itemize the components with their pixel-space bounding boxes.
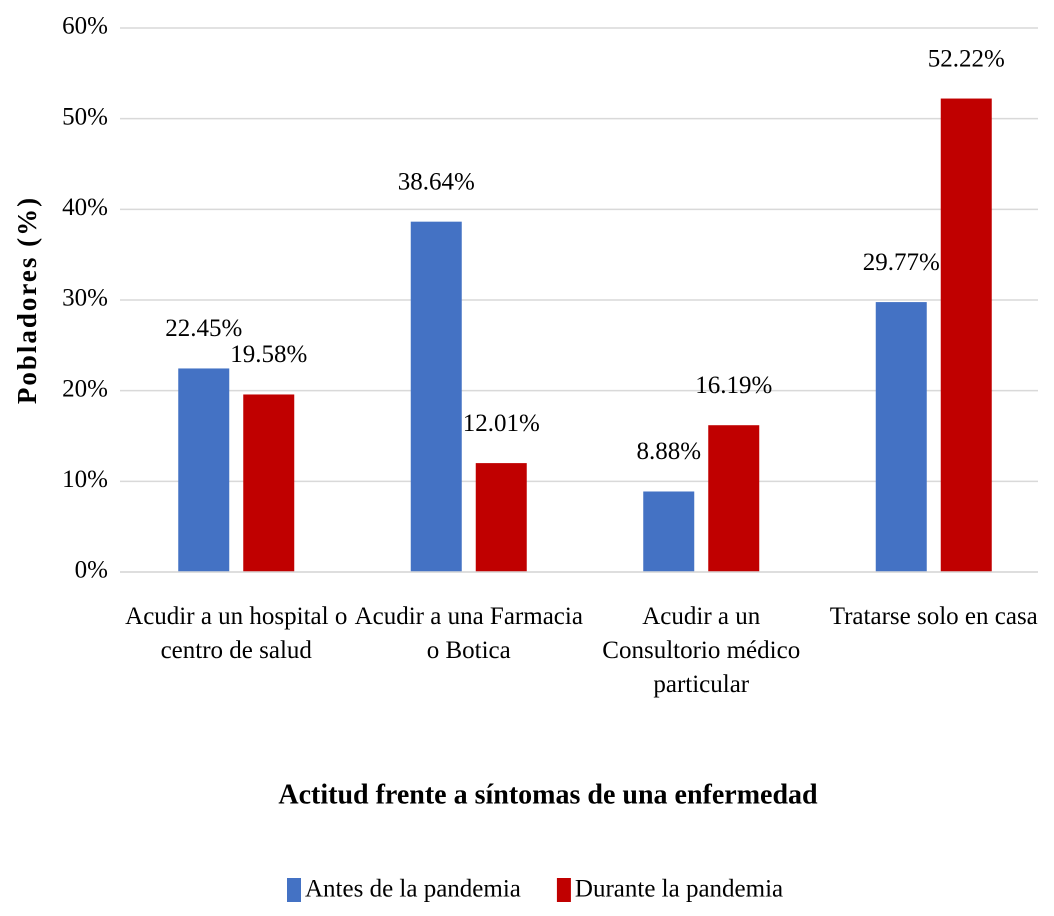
legend-swatch bbox=[556, 878, 571, 902]
x-tick-label: Acudir a un hospital o centro de salud bbox=[125, 603, 348, 664]
x-axis-title: Actitud frente a síntomas de una enferme… bbox=[278, 779, 818, 810]
bar bbox=[708, 425, 760, 572]
y-tick-label: 40% bbox=[62, 194, 108, 221]
x-tick-label: Tratarse solo en casa bbox=[829, 603, 1038, 630]
data-label: 38.64% bbox=[398, 168, 475, 195]
legend-swatch bbox=[287, 878, 301, 902]
bar bbox=[940, 98, 992, 572]
data-label: 19.58% bbox=[230, 341, 307, 368]
bar bbox=[243, 394, 295, 572]
y-tick-label: 50% bbox=[62, 103, 108, 130]
data-label: 22.45% bbox=[165, 315, 242, 342]
y-tick-label: 30% bbox=[62, 285, 108, 312]
bar bbox=[643, 491, 695, 572]
bar bbox=[178, 368, 230, 572]
data-label: 52.22% bbox=[928, 45, 1005, 72]
data-label: 12.01% bbox=[463, 410, 540, 437]
x-tick-label: Acudir a una Farmacia o Botica bbox=[354, 603, 583, 664]
bar bbox=[875, 302, 927, 572]
bar bbox=[475, 463, 527, 572]
legend-label: Antes de la pandemia bbox=[305, 876, 521, 903]
y-tick-label: 20% bbox=[62, 375, 108, 402]
y-tick-label: 60% bbox=[62, 13, 108, 40]
data-label: 8.88% bbox=[636, 438, 701, 465]
x-tick-label: Acudir a un Consultorio médico particula… bbox=[602, 603, 801, 698]
legend-label: Durante la pandemia bbox=[575, 876, 783, 903]
bar bbox=[410, 221, 462, 572]
data-label: 29.77% bbox=[863, 249, 940, 276]
y-tick-label: 10% bbox=[62, 466, 108, 493]
data-label: 16.19% bbox=[695, 372, 772, 399]
y-tick-label: 0% bbox=[75, 557, 108, 584]
y-axis-title: Pobladores (%) bbox=[12, 196, 42, 404]
